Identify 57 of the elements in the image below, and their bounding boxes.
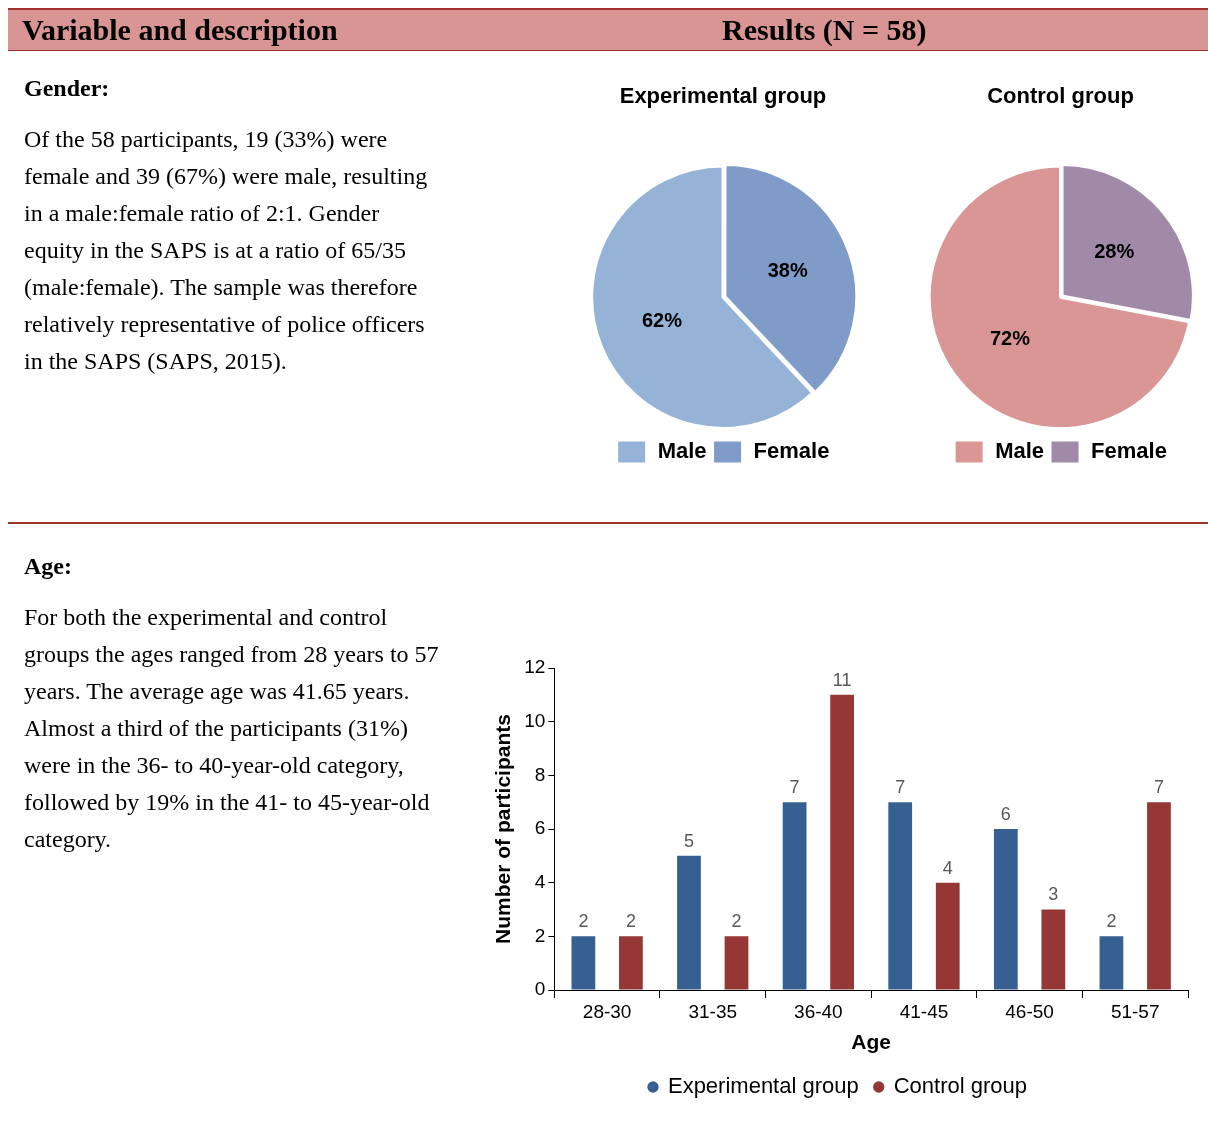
x-tick-label: 41-45	[899, 1000, 949, 1022]
text: Results (N = 58)	[722, 13, 927, 47]
y-tick-label: 6	[534, 817, 546, 839]
y-tick-label: 8	[534, 763, 546, 785]
bar	[1099, 936, 1124, 990]
bar	[830, 694, 855, 990]
data-label: 28%	[1094, 240, 1135, 263]
y-tick-label: 10	[524, 709, 546, 731]
y-tick-label: 2	[534, 924, 546, 946]
bar	[935, 882, 960, 990]
text: For both the experimental and control groups the ages ranged from 28 years to 57 years. The average age was 41.65 years. Almost a third of the participants (31%) were in the 36- to 40-year-old category, followed by 19% in the 41- to 45-year-old category.	[24, 603, 440, 854]
bar	[888, 802, 913, 990]
data-label: 62%	[641, 308, 683, 331]
bar	[724, 936, 749, 990]
bar	[1147, 802, 1171, 990]
data-label: 7	[1153, 777, 1164, 798]
data-label: 7	[895, 777, 906, 798]
data-label: 2	[731, 911, 742, 932]
x-tick-label: 28-30	[582, 1000, 632, 1022]
y-tick-label: 0	[534, 978, 546, 1000]
text: Of the 58 participants, 19 (33%) were female and 39 (67%) were male, resulting in a male:female ratio of 2:1. Gender equity in the SAPS is at a ratio of 65/35 (male:female). The sample was therefore relatively representative of police officers in the SAPS (SAPS, 2015).	[24, 125, 429, 376]
legend-label: Female	[753, 438, 830, 464]
chart-title: Experimental group	[619, 83, 827, 109]
data-label: 2	[625, 911, 636, 932]
legend-label: Male	[657, 438, 707, 464]
data-label: 2	[1106, 911, 1117, 932]
data-label: 4	[942, 857, 953, 878]
text: Age:	[24, 552, 73, 581]
legend-label: Experimental group	[667, 1073, 859, 1099]
data-label: 5	[683, 830, 694, 851]
data-label: 2	[578, 911, 589, 932]
data-label: 72%	[989, 326, 1031, 349]
data-label: 7	[789, 777, 800, 798]
legend-label: Female	[1091, 438, 1167, 464]
chart-title: Control group	[987, 83, 1134, 109]
bar	[619, 936, 643, 990]
data-label: 3	[1048, 884, 1059, 905]
y-axis-title: Number of participants	[491, 714, 515, 944]
legend-label: Male	[995, 438, 1045, 464]
x-axis-title: Age	[851, 1030, 892, 1054]
x-tick-label: 46-50	[1005, 1000, 1054, 1022]
bar	[782, 802, 807, 990]
y-tick-label: 12	[524, 656, 546, 678]
bar	[993, 829, 1018, 990]
text: Gender:	[24, 74, 111, 103]
data-label: 11	[832, 669, 852, 690]
legend-label: Control group	[893, 1073, 1028, 1099]
bar	[677, 855, 701, 990]
data-label: 38%	[767, 259, 808, 282]
bar	[1041, 909, 1066, 990]
x-tick-label: 51-57	[1110, 1000, 1160, 1022]
bar	[571, 936, 596, 990]
x-tick-label: 36-40	[794, 1000, 843, 1022]
data-label: 6	[1000, 803, 1011, 824]
y-tick-label: 4	[534, 870, 546, 892]
x-tick-label: 31-35	[688, 1000, 738, 1022]
text: Variable and description	[21, 13, 339, 47]
